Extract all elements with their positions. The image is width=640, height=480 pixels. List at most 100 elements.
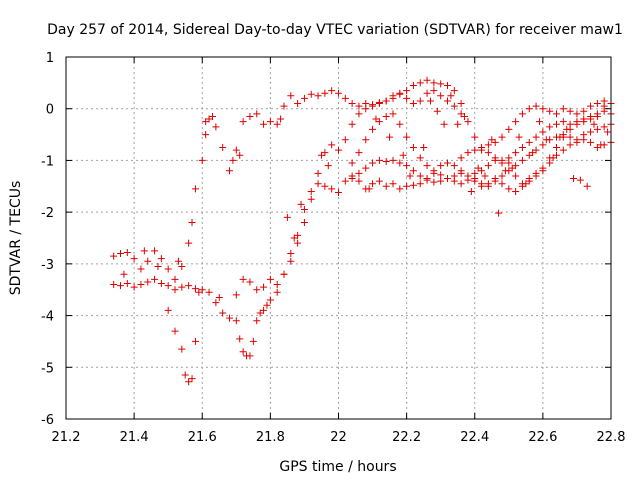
data-point [501,167,509,175]
data-point [498,180,506,188]
data-point [137,265,145,273]
data-point [178,283,186,291]
series-group [120,92,612,317]
data-point [512,172,520,180]
data-point [471,146,479,154]
data-point [481,172,489,180]
data-point [464,149,472,157]
data-point [396,159,404,167]
data-point [369,102,377,110]
chart-title: Day 257 of 2014, Sidereal Day-to-day VTE… [47,22,623,38]
data-point [416,79,424,87]
x-tick-labels: 21.2 21.4 21.6 21.8 22 22.2 22.4 22.6 22.8 [52,430,626,445]
data-point [430,169,438,177]
data-point [546,123,554,131]
data-point [389,110,397,118]
data-point [307,187,315,195]
data-point [382,182,390,190]
data-point [535,118,543,126]
data-point [593,100,601,108]
data-point [491,154,499,162]
data-point [280,270,288,278]
data-point [420,144,428,151]
data-point [246,112,254,120]
data-point [573,138,581,146]
data-point [525,105,533,113]
data-point [253,317,261,325]
data-point [382,157,390,165]
data-point [461,112,469,120]
data-point [580,118,588,126]
data-point [484,149,492,157]
data-point [171,286,179,294]
data-point [498,133,506,141]
data-point [117,282,124,290]
data-point [444,159,451,167]
data-point [123,280,131,288]
data-point [195,288,203,296]
x-axis-label: GPS time / hours [279,459,396,475]
data-point [518,144,526,151]
data-point [484,141,492,149]
data-point [341,136,349,144]
data-point [518,110,526,118]
data-point [403,94,411,102]
data-point [457,180,465,188]
data-point [144,257,152,265]
data-point [498,156,506,164]
data-point [229,156,237,164]
data-point [512,149,520,157]
data-point [314,180,322,188]
data-point [457,100,465,108]
data-point [151,275,159,283]
data-point [389,156,397,164]
data-point [512,187,520,195]
data-point [300,206,308,214]
data-point [362,136,370,144]
data-point [559,118,567,126]
data-point [328,141,336,149]
data-point [444,81,451,89]
data-point [573,110,581,118]
data-point [518,156,526,164]
data-point [437,92,445,100]
data-point [382,112,390,120]
data-point [447,92,455,100]
data-point [570,175,578,183]
data-point [416,97,424,105]
data-point [348,172,356,180]
data-point [369,180,377,188]
data-point [556,133,564,141]
data-point [236,335,244,343]
data-point [386,133,394,141]
data-point [317,151,325,159]
x-tick-label: 21.6 [188,430,217,445]
data-point [137,281,145,289]
data-point [587,128,595,136]
data-point [573,120,581,128]
data-point [467,187,475,195]
data-point [450,102,458,110]
data-point [273,120,281,128]
data-point [566,107,574,115]
data-point [263,301,271,309]
data-point [110,252,118,260]
data-point [576,176,584,184]
data-point [375,177,383,185]
data-point [239,275,247,283]
data-point [587,115,595,123]
data-point [280,102,288,110]
data-point [529,149,537,157]
data-point [587,102,595,110]
data-point [369,125,377,133]
data-point [375,156,383,164]
data-point [260,283,268,291]
data-point [457,167,465,175]
y-tick-label: -6 [41,413,54,428]
data-point [212,123,220,131]
data-point [566,141,574,149]
data-point [559,146,567,154]
data-point [423,175,431,183]
data-point [365,185,373,193]
